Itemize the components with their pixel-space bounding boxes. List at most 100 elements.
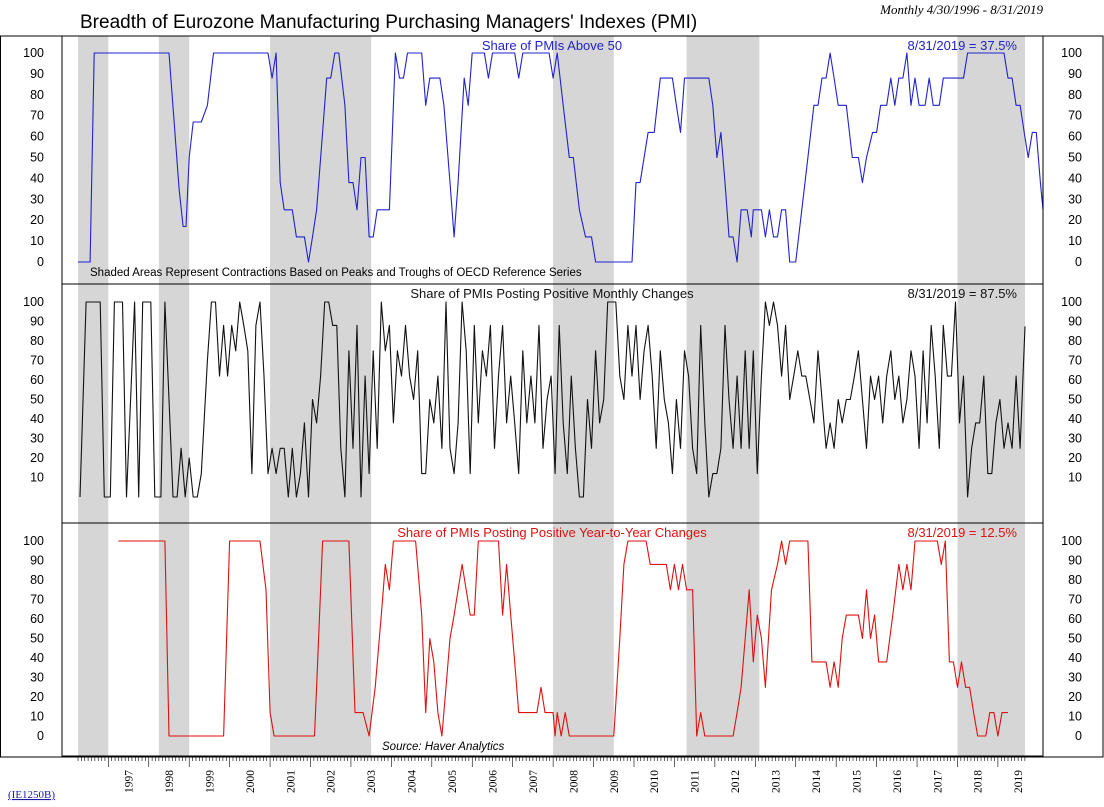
y-tick-label-right: 30: [1068, 671, 1082, 685]
y-tick-label-right: 10: [1068, 234, 1082, 248]
panel-annotation: 8/31/2019 = 12.5%: [907, 525, 1017, 540]
y-tick-label-right: 40: [1068, 651, 1082, 665]
y-tick-label-left: 40: [30, 412, 44, 426]
y-tick-label-right: 20: [1068, 451, 1082, 465]
x-tick-label: 2013: [771, 770, 783, 793]
y-tick-label-right: 90: [1068, 554, 1082, 568]
y-tick-label-left: 10: [30, 234, 44, 248]
y-tick-label-left: 50: [30, 151, 44, 165]
x-tick-label: 2016: [892, 770, 904, 793]
y-tick-label-right: 100: [1061, 46, 1082, 60]
x-tick-label: 2014: [811, 770, 823, 793]
x-tick-label: 2012: [730, 770, 742, 793]
y-tick-label-left: 100: [23, 295, 44, 309]
x-axis: 1997 1998 1999 2000 2001 2002 2003 2004 2005 2006…: [62, 756, 1043, 793]
y-tick-label-left: 20: [30, 690, 44, 704]
y-tick-label-left: 90: [30, 67, 44, 81]
x-tick-label: 2008: [568, 770, 580, 793]
y-tick-label-right: 70: [1068, 354, 1082, 368]
panel-3: 0 0 10 10 20 20 30 30 40 40 50 50 60 60 70 70 80 80 90 90 10…: [23, 522, 1082, 757]
y-tick-label-left: 10: [30, 710, 44, 724]
panel-frame: [61, 522, 1044, 757]
panel-annotation: 8/31/2019 = 37.5%: [907, 38, 1017, 53]
y-tick-label-right: 60: [1068, 130, 1082, 144]
y-tick-label-left: 80: [30, 88, 44, 102]
contraction-shade: [158, 36, 190, 284]
series-code-link[interactable]: (IE1250B): [8, 789, 55, 801]
series-line: [78, 52, 1044, 263]
y-tick-label-left: 0: [37, 255, 44, 269]
contraction-shade: [957, 523, 1025, 756]
contraction-shade: [270, 284, 372, 523]
series-line: [118, 540, 1008, 737]
x-tick-label: 2019: [1013, 770, 1025, 793]
panel-title: Share of PMIs Posting Positive Monthly C…: [410, 286, 694, 301]
y-tick-label-left: 100: [23, 46, 44, 60]
x-tick-label: 1997: [124, 770, 136, 793]
series-line: [79, 301, 1026, 498]
y-tick-label-left: 10: [30, 471, 44, 485]
x-tick-label: 2002: [326, 770, 338, 793]
panels-layer: 0 0 10 10 20 20 30 30 40 40 50 50 60 60 70 70 80 80 90 90 10…: [0, 35, 1104, 758]
contraction-shade: [957, 36, 1025, 284]
contraction-shade: [553, 523, 614, 756]
contraction-shade: [78, 36, 109, 284]
contraction-shade: [270, 523, 372, 756]
x-tick-label: 2004: [407, 770, 419, 793]
y-tick-label-right: 20: [1068, 213, 1082, 227]
panel-1: 0 0 10 10 20 20 30 30 40 40 50 50 60 60 70 70 80 80 90 90 10…: [23, 35, 1082, 285]
y-tick-label-right: 40: [1068, 171, 1082, 185]
y-tick-label-right: 80: [1068, 88, 1082, 102]
y-tick-label-left: 100: [23, 534, 44, 548]
y-tick-label-left: 80: [30, 334, 44, 348]
y-tick-label-right: 30: [1068, 192, 1082, 206]
y-tick-label-right: 30: [1068, 432, 1082, 446]
y-tick-label-right: 50: [1068, 151, 1082, 165]
y-tick-label-right: 80: [1068, 573, 1082, 587]
panel-annotation: 8/31/2019 = 87.5%: [907, 286, 1017, 301]
y-tick-label-right: 0: [1075, 729, 1082, 743]
y-tick-label-left: 80: [30, 573, 44, 587]
panel-title: Share of PMIs Above 50: [482, 38, 622, 53]
y-tick-label-left: 20: [30, 213, 44, 227]
y-tick-label-left: 70: [30, 354, 44, 368]
y-tick-label-left: 40: [30, 171, 44, 185]
y-tick-label-right: 100: [1061, 534, 1082, 548]
y-tick-label-left: 30: [30, 671, 44, 685]
x-tick-label: 1999: [204, 770, 216, 793]
x-tick-label: 2011: [690, 770, 702, 793]
contraction-shade: [553, 36, 614, 284]
y-tick-label-right: 50: [1068, 632, 1082, 646]
shading-note: Shaded Areas Represent Contractions Base…: [90, 267, 582, 279]
y-tick-label-right: 0: [1075, 255, 1082, 269]
x-tick-label: 2001: [285, 770, 297, 793]
y-tick-label-right: 90: [1068, 67, 1082, 81]
y-tick-label-right: 70: [1068, 109, 1082, 123]
y-tick-label-left: 50: [30, 632, 44, 646]
y-tick-label-right: 70: [1068, 593, 1082, 607]
y-tick-label-left: 30: [30, 192, 44, 206]
x-tick-label: 2007: [528, 770, 540, 793]
chart-subtitle: Monthly 4/30/1996 - 8/31/2019: [879, 2, 1043, 17]
x-tick-label: 2015: [851, 770, 863, 793]
y-tick-label-right: 90: [1068, 315, 1082, 329]
x-tick-label: 2000: [245, 770, 257, 793]
y-tick-label-right: 60: [1068, 373, 1082, 387]
x-tick-label: 2009: [609, 770, 621, 793]
contraction-shade: [686, 284, 760, 523]
y-tick-label-right: 40: [1068, 412, 1082, 426]
contraction-shade: [686, 523, 760, 756]
y-tick-label-right: 20: [1068, 690, 1082, 704]
y-tick-label-left: 60: [30, 130, 44, 144]
y-tick-label-right: 10: [1068, 710, 1082, 724]
y-tick-label-left: 50: [30, 393, 44, 407]
chart-title: Breadth of Eurozone Manufacturing Purcha…: [80, 12, 697, 33]
y-tick-label-left: 70: [30, 593, 44, 607]
x-tick-label: 1998: [164, 770, 176, 793]
y-tick-label-left: 70: [30, 109, 44, 123]
y-tick-label-left: 40: [30, 651, 44, 665]
y-tick-label-right: 10: [1068, 471, 1082, 485]
y-tick-label-left: 90: [30, 315, 44, 329]
x-tick-label: 2005: [447, 770, 459, 793]
